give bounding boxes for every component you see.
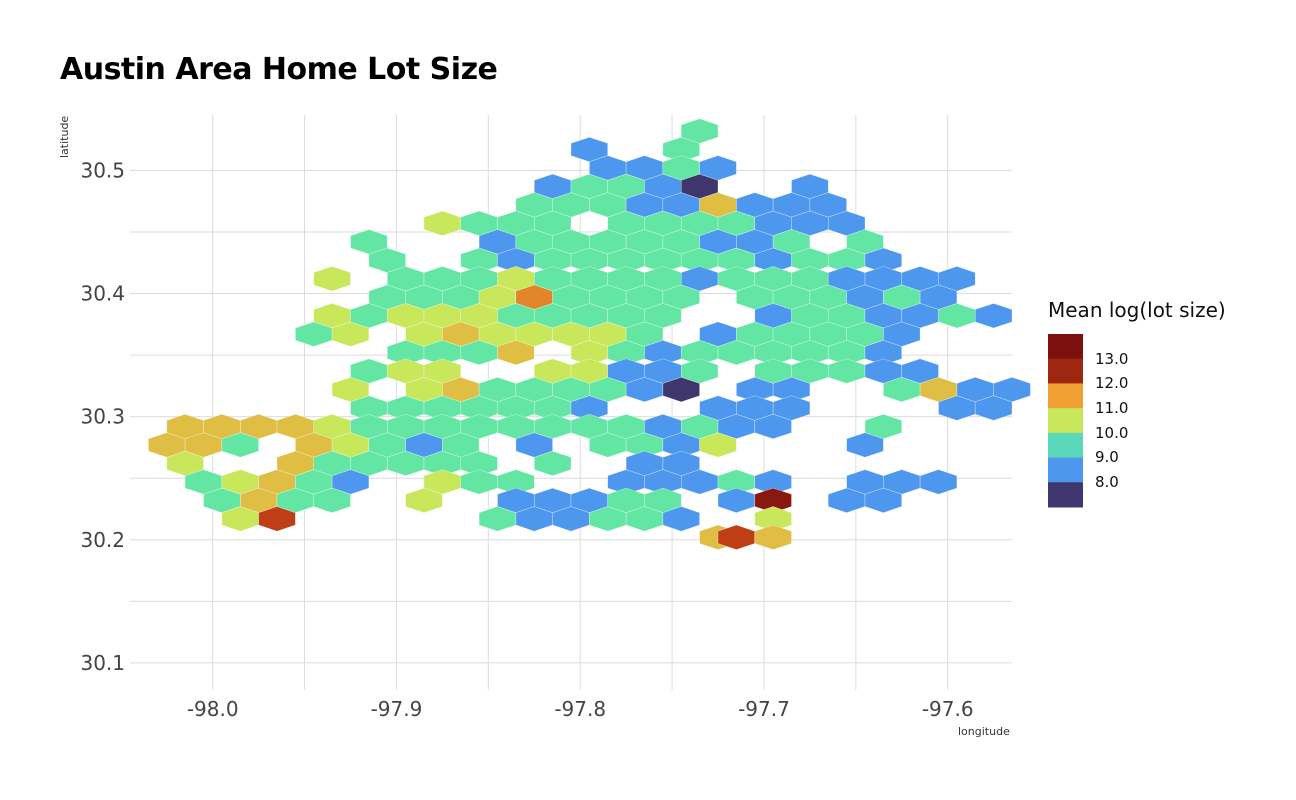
- hexbin-cell: [405, 487, 443, 513]
- hexbin-cell: [497, 340, 535, 366]
- hexbin-cell: [662, 506, 700, 532]
- y-axis-ticks: 30.1 30.2 30.3 30.4 30.5: [80, 158, 125, 675]
- hexbin-cell: [331, 321, 370, 347]
- hexbin-cell: [717, 487, 755, 513]
- legend-color-step: [1048, 383, 1083, 409]
- legend-color-step: [1048, 482, 1083, 508]
- legend-color-step: [1048, 408, 1083, 434]
- hexbin-cell: [460, 469, 498, 495]
- y-tick-label: 30.4: [80, 282, 125, 306]
- hexbin-cell: [662, 377, 700, 403]
- hexbin-cell: [313, 487, 351, 513]
- y-tick-label: 30.1: [80, 651, 125, 675]
- hexbin-cell: [258, 506, 296, 532]
- hexbin-cell: [975, 303, 1013, 329]
- chart-title: Austin Area Home Lot Size: [60, 52, 498, 87]
- x-tick-label: -97.6: [922, 697, 974, 721]
- hexbin-cell: [846, 432, 884, 458]
- x-axis-ticks: -98.0 -97.9 -97.8 -97.7 -97.6: [187, 697, 974, 721]
- legend-colorbar: [1048, 334, 1083, 508]
- y-tick-label: 30.5: [80, 158, 125, 182]
- x-tick-label: -97.8: [554, 697, 606, 721]
- hexbin-cell: [221, 432, 259, 458]
- legend-title: Mean log(lot size): [1048, 298, 1226, 322]
- hexbin-cell: [828, 358, 866, 384]
- legend-color-step: [1048, 358, 1083, 384]
- hexbin-cells: [148, 118, 1031, 550]
- legend-label-13: 13.0: [1095, 350, 1129, 368]
- legend-label-10: 10.0: [1095, 424, 1129, 442]
- legend-label-12: 12.0: [1095, 374, 1129, 392]
- y-tick-label: 30.2: [80, 528, 125, 552]
- legend-label-9: 9.0: [1095, 448, 1119, 466]
- hexbin-cell: [313, 266, 351, 292]
- legend-color-step: [1048, 334, 1083, 360]
- y-axis-title: latitude: [58, 115, 71, 158]
- hexbin-cell: [754, 414, 792, 439]
- hexbin-cell: [534, 450, 572, 476]
- hexbin-cell: [919, 469, 958, 495]
- legend-label-11: 11.0: [1095, 399, 1129, 417]
- hexbin-cell: [975, 395, 1013, 421]
- hexbin-cell: [864, 487, 902, 513]
- y-tick-label: 30.3: [80, 405, 125, 429]
- hexbin-cell: [754, 524, 792, 550]
- legend-label-8: 8.0: [1095, 473, 1119, 491]
- legend-color-step: [1048, 432, 1083, 459]
- legend-color-step: [1048, 457, 1083, 483]
- hexbin-cell: [699, 432, 737, 458]
- x-tick-label: -97.9: [371, 697, 423, 721]
- x-axis-title: longitude: [958, 725, 1010, 738]
- x-tick-label: -97.7: [738, 697, 790, 721]
- x-tick-label: -98.0: [187, 697, 239, 721]
